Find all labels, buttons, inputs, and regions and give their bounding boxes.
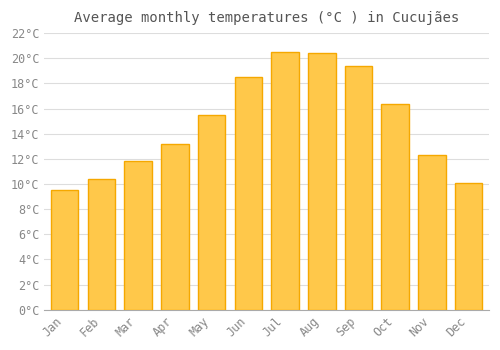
Bar: [161, 144, 188, 310]
Bar: [88, 179, 115, 310]
Bar: [198, 115, 226, 310]
Bar: [455, 183, 482, 310]
Bar: [234, 77, 262, 310]
Bar: [344, 66, 372, 310]
Bar: [308, 53, 336, 310]
Bar: [418, 155, 446, 310]
Bar: [272, 52, 299, 310]
Bar: [51, 190, 78, 310]
Bar: [382, 104, 409, 310]
Bar: [124, 161, 152, 310]
Title: Average monthly temperatures (°C ) in Cucujães: Average monthly temperatures (°C ) in Cu…: [74, 11, 460, 25]
